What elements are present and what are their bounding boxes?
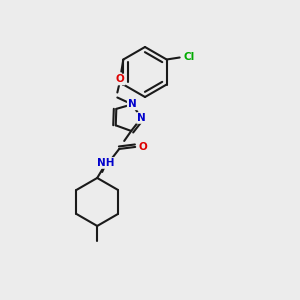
Text: N: N bbox=[137, 113, 146, 123]
Text: N: N bbox=[128, 99, 136, 109]
Text: NH: NH bbox=[98, 158, 115, 168]
Text: Cl: Cl bbox=[183, 52, 194, 61]
Text: O: O bbox=[116, 74, 125, 85]
Text: O: O bbox=[139, 142, 148, 152]
